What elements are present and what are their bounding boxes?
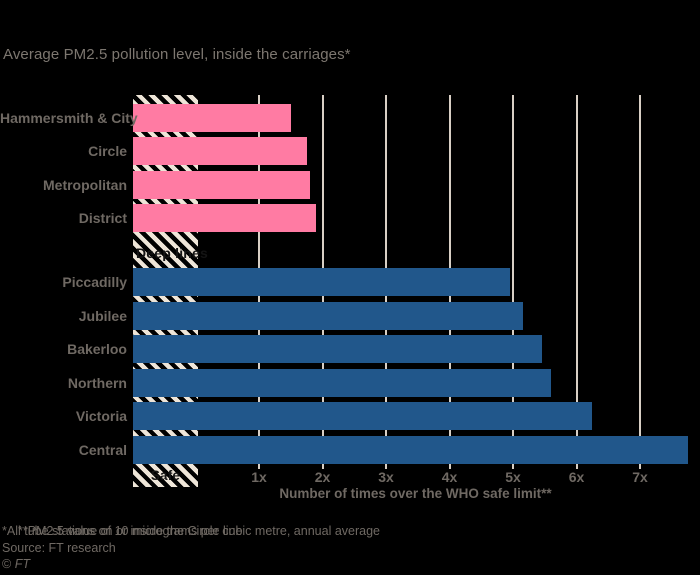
bar-bakerloo [133, 335, 542, 363]
tick-label-2x: 2x [314, 469, 331, 485]
safe-zone-label: Safe [150, 468, 181, 483]
category-label-metropolitan: Metropolitan [43, 176, 127, 193]
tick-mark-5x [512, 463, 514, 469]
bar-metropolitan [133, 170, 310, 199]
category-label-hammersmith-and-city: Hammersmith & City [0, 109, 138, 126]
category-label-victoria: Victoria [75, 408, 127, 424]
copyright-symbol: © [2, 557, 12, 571]
category-label-piccadilly: Piccadilly [62, 274, 127, 290]
category-label-northern: Northern [67, 374, 127, 391]
gridline-7x [639, 95, 641, 464]
x-axis-title: Number of times over the WHO safe limit*… [279, 486, 552, 501]
tick-label-3x: 3x [378, 469, 394, 485]
source-line: Source: FT research [2, 541, 116, 555]
category-label-jubilee: Jubilee [78, 307, 127, 324]
tick-mark-3x [385, 463, 387, 469]
gridline-6x [575, 95, 578, 464]
tick-mark-6x [575, 463, 578, 469]
copyright-brand: FT [14, 557, 30, 571]
bar-northern [133, 368, 552, 397]
tick-mark-7x [639, 463, 641, 469]
category-label-central: Central [78, 441, 127, 458]
bar-victoria [133, 402, 593, 430]
category-label-district: District [78, 210, 127, 226]
tick-mark-1x [258, 463, 260, 469]
tick-label-7x: 7x [632, 469, 648, 485]
tick-mark-4x [448, 463, 451, 469]
bar-circle [133, 137, 307, 165]
category-label-circle: Circle [88, 143, 127, 159]
bar-jubilee [133, 301, 523, 330]
tick-label-6x: 6x [568, 469, 585, 485]
copyright-line: © FT [2, 557, 30, 571]
bar-hammersmith-and-city [133, 103, 291, 132]
bar-piccadilly [133, 268, 510, 296]
gridline-5x [512, 95, 514, 464]
bar-district [133, 204, 317, 232]
category-label-bakerloo: Bakerloo [67, 341, 127, 357]
tick-label-1x: 1x [251, 469, 267, 485]
chart-subtitle: Average PM2.5 pollution level, inside th… [3, 46, 351, 63]
tick-label-5x: 5x [505, 469, 521, 485]
footnote-2: **PM2.5 value of 10 micrograms per cubic… [18, 524, 380, 538]
bar-central [133, 435, 688, 464]
deep-lines-group-label: Deep lines [136, 245, 209, 261]
tick-mark-2x [321, 463, 324, 469]
footnote-1: *All tube stations on or inside the Circ… [2, 524, 243, 538]
footnotes-line: *All tube stations on or inside the Circ… [2, 524, 380, 538]
tick-label-4x: 4x [441, 469, 458, 485]
